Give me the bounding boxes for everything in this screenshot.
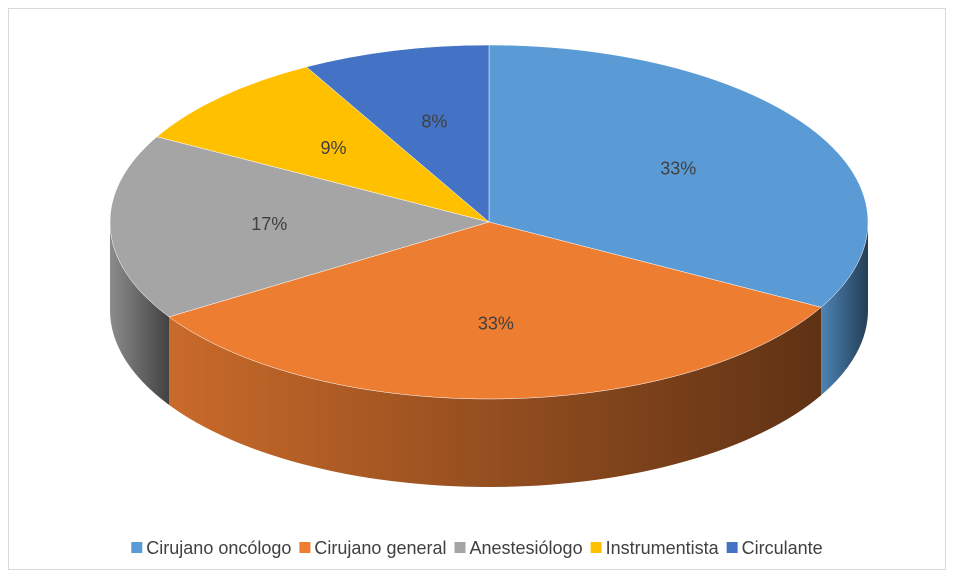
legend-label: Anestesiólogo xyxy=(470,538,583,558)
pie-sides xyxy=(110,222,868,487)
slice-side xyxy=(110,222,169,405)
data-label: 33% xyxy=(660,158,696,178)
slice xyxy=(168,221,822,400)
legend-label: Cirujano general xyxy=(314,538,446,558)
slice xyxy=(109,136,490,318)
legend-swatch xyxy=(299,542,311,553)
slice xyxy=(488,44,869,308)
legend-label: Instrumentista xyxy=(606,538,720,558)
slice-side xyxy=(168,307,822,487)
legend-swatch xyxy=(454,542,466,553)
data-labels: 33% 33% 17% 9% 8% xyxy=(251,111,696,333)
legend: Cirujano oncólogo Cirujano general Anestes… xyxy=(131,538,823,558)
data-label: 8% xyxy=(421,111,447,131)
data-label: 9% xyxy=(321,138,347,158)
legend-label: Circulante xyxy=(742,538,823,558)
legend-swatch xyxy=(131,542,143,553)
data-label: 33% xyxy=(478,313,514,333)
data-label: 17% xyxy=(251,214,287,234)
legend-swatch xyxy=(726,542,738,553)
slice xyxy=(305,44,490,223)
legend-swatch xyxy=(590,542,602,553)
slice-side xyxy=(821,222,868,396)
legend-label: Cirujano oncólogo xyxy=(146,538,291,558)
slice xyxy=(156,66,490,223)
pie-tops xyxy=(109,44,869,400)
